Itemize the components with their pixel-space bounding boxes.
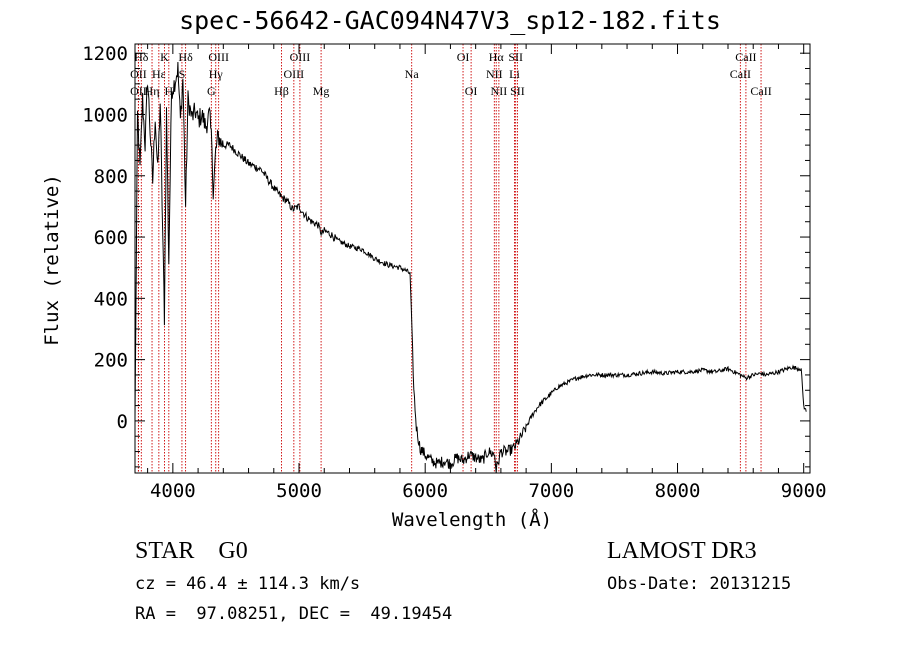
y-axis-label: Flux (relative) [41,174,63,346]
flux-spectrum-line [134,61,807,473]
spectral-line-label: OIII [284,67,305,81]
redshift-cz: cz = 46.4 ± 114.3 km/s [135,574,361,594]
spectral-line-label: OII [130,67,147,81]
y-tick-label: 1000 [82,104,128,126]
x-tick-label: 9000 [781,480,827,502]
x-tick-label: 8000 [655,480,701,502]
observation-date: Obs-Date: 20131215 [607,574,792,594]
spectral-line-label: SII [510,84,525,98]
spectral-line-label: Hγ [209,67,224,81]
y-tick-label: 600 [94,227,128,249]
y-tick-label: 200 [94,350,128,372]
spectral-line-label: OIII [208,50,229,64]
spectral-line-label: Hδ [178,50,193,64]
y-tick-label: 1200 [82,43,128,65]
spectral-line-label: CaII [750,84,771,98]
spectral-line-label: Hβ [274,84,289,98]
spectral-line-label: CaII [735,50,756,64]
x-tick-label: 6000 [402,480,448,502]
spectral-line-label: OI [465,84,478,98]
x-tick-label: 7000 [528,480,574,502]
x-axis-label: Wavelength (Å) [391,509,553,531]
spectral-line-label: K [160,50,169,64]
spectral-line-label: Na [405,67,420,81]
x-axis-ticks: 4000 5000 6000 7000 8000 9000 [147,44,827,502]
spectral-line-label: OI [457,50,470,64]
survey-name: LAMOST DR3 [607,538,757,564]
spectral-line-label: Mg [313,84,330,98]
y-axis-ticks: 0 200 400 600 800 1000 1200 [82,43,810,468]
ra-dec-coordinates: RA = 97.08251, DEC = 49.19454 [135,604,453,624]
spectral-line-label: NII [486,67,503,81]
spectral-line-label: Li [509,67,520,81]
object-type: STAR G0 [135,538,248,564]
chart-title: spec-56642-GAC094N47V3_sp12-182.fits [179,6,721,35]
spectral-line-label: SII [508,50,523,64]
spectral-line-label: G [207,84,216,98]
y-tick-label: 800 [94,166,128,188]
spectral-line-label: NII [491,84,508,98]
spectral-line-label: Hε [152,67,166,81]
y-tick-label: 400 [94,288,128,310]
x-tick-label: 4000 [150,480,196,502]
spectral-line-label: Hδ [134,50,149,64]
x-tick-label: 5000 [276,480,322,502]
spectral-line-markers [137,44,762,473]
plot-frame [134,43,811,474]
y-tick-label: 0 [117,411,128,433]
spectral-line-label: CaII [730,67,751,81]
spectral-line-label: Hα [489,50,505,64]
spectral-line-label: H [164,84,173,98]
spectral-line-label: OIII [290,50,311,64]
spectral-line-label: S [179,67,186,81]
